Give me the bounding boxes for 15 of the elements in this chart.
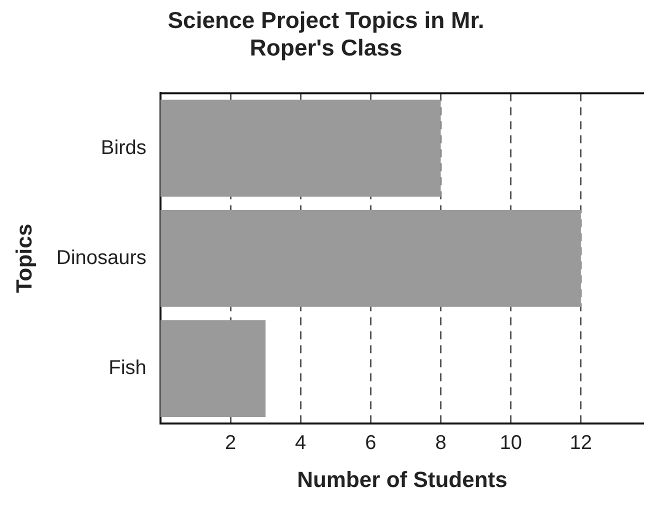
x-tick-label: 2	[224, 432, 236, 454]
y-tick-label: Birds	[100, 136, 146, 159]
x-tick-label: 6	[365, 432, 376, 454]
bar	[160, 210, 581, 307]
y-tick-label: Fish	[108, 357, 146, 380]
chart-title: Science Project Topics in Mr. Roper's Class	[168, 7, 484, 61]
x-tick-label: 10	[500, 432, 522, 454]
x-tick-label: 8	[435, 432, 446, 454]
x-tick-label: 4	[295, 432, 306, 454]
bar	[160, 100, 441, 197]
y-tick-label: Dinosaurs	[56, 246, 146, 269]
y-axis-title: Topics	[11, 224, 36, 294]
x-axis-title: Number of Students	[297, 466, 508, 492]
bar	[160, 320, 266, 417]
x-tick-label: 12	[570, 432, 592, 454]
